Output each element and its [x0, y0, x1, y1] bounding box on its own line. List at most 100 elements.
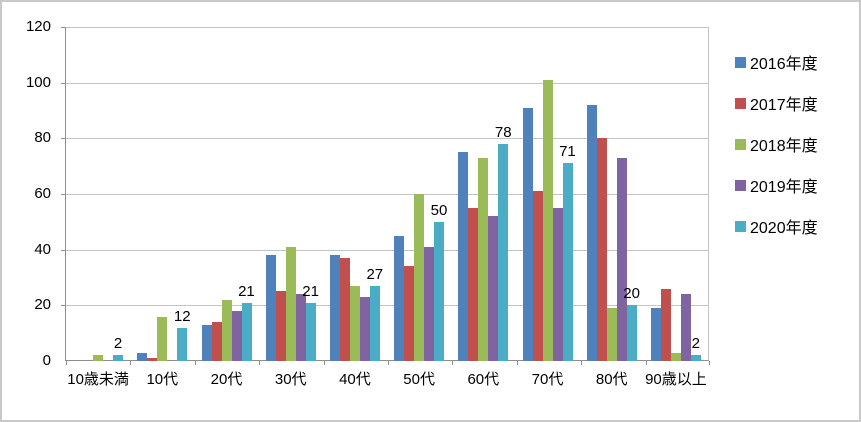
legend-item: 2020年度: [735, 218, 818, 237]
bar: [275, 291, 286, 361]
bar: [285, 246, 296, 361]
x-axis-category-label: 50代: [403, 371, 435, 388]
category-group: 50 50代: [387, 27, 451, 388]
y-axis-tick: [61, 194, 65, 195]
bar: [616, 157, 627, 361]
gridline: [66, 82, 708, 84]
data-label: 21: [302, 282, 319, 300]
bar: [690, 355, 701, 361]
bar: [349, 285, 360, 361]
bar: [424, 246, 435, 361]
y-axis-tick-label: 40: [34, 240, 51, 258]
category-group: 2 10歳未満: [66, 27, 130, 388]
gridline: [66, 249, 708, 251]
bar: [626, 305, 637, 361]
bar: [670, 352, 681, 361]
bar: [498, 143, 509, 361]
bar: [552, 207, 563, 361]
bar: [680, 294, 691, 361]
data-label: 2: [113, 335, 123, 353]
bar: [147, 358, 158, 361]
legend-item: 2018年度: [735, 136, 818, 155]
bar: [305, 302, 316, 361]
legend-swatch: [735, 138, 746, 150]
bar: [265, 255, 276, 361]
gridline: [66, 194, 708, 195]
bar: [157, 316, 168, 361]
x-axis-tick: [259, 361, 260, 365]
category-group: 20 80代: [580, 27, 644, 388]
bar: [596, 138, 607, 361]
x-axis-category-label: 20代: [210, 371, 243, 388]
bar: [137, 352, 148, 361]
bar: [231, 310, 242, 361]
legend-item: 2016年度: [735, 54, 818, 73]
y-axis-tick-label: 100: [25, 73, 51, 91]
legend-swatch: [735, 179, 746, 191]
y-axis-tick-label: 20: [34, 296, 51, 314]
bar: [414, 194, 425, 361]
bar: [404, 266, 415, 361]
data-label: 20: [623, 285, 640, 303]
bar: [606, 308, 617, 361]
bar: [113, 355, 124, 361]
bar: [542, 79, 553, 361]
legend-item: 2017年度: [735, 95, 818, 114]
y-axis-tick-label: 60: [34, 185, 51, 202]
bar: [339, 258, 350, 361]
legend-swatch: [735, 56, 746, 68]
category-group: 21 20代: [194, 27, 258, 388]
y-axis-tick: [61, 138, 65, 140]
x-axis-category-label: 40代: [339, 371, 371, 388]
x-axis-category-label: 90歳以上: [645, 371, 707, 388]
data-label: 71: [559, 143, 576, 161]
y-axis-tick-label: 80: [34, 129, 51, 147]
legend-label: 2016年度: [750, 56, 818, 73]
legend-label: 2020年度: [750, 220, 818, 237]
bar: [369, 285, 380, 361]
y-axis-tick: [61, 82, 65, 84]
category-group: 71 70代: [515, 27, 579, 388]
bar: [394, 235, 405, 361]
data-label: 78: [494, 123, 512, 141]
legend-swatch: [735, 97, 746, 109]
x-axis-tick: [709, 361, 710, 365]
bar: [650, 308, 661, 361]
bar: [329, 255, 340, 361]
bar: [458, 152, 469, 361]
data-label: 50: [430, 201, 448, 219]
bar-groups: 2 10歳未満 12 10代 21 20代 21 30代 27 40代 50 50代 78 60代 71 70…: [66, 27, 708, 388]
y-axis-tick-label: 0: [42, 352, 51, 369]
bar: [93, 355, 104, 361]
bar: [295, 294, 306, 361]
bar: [211, 322, 222, 361]
legend-label: 2018年度: [750, 138, 818, 155]
bar: [478, 157, 489, 361]
x-axis-tick: [517, 361, 518, 365]
y-axis-tick: [61, 305, 65, 307]
bar: [221, 299, 232, 361]
x-axis-category-label: 60代: [467, 371, 500, 388]
data-label: 2: [691, 335, 700, 353]
legend-label: 2017年度: [750, 97, 818, 114]
legend-swatch: [735, 220, 746, 232]
category-group: 27 40代: [323, 27, 387, 388]
category-group: 2 90歳以上: [644, 27, 708, 388]
x-axis-category-label: 70代: [531, 371, 564, 388]
legend: 2016年度 2017年度 2018年度 2019年度 2020年度: [735, 54, 818, 259]
bar: [488, 216, 499, 361]
plot-area: 2 10歳未満 12 10代 21 20代 21 30代 27 40代 50 50代 78 60代 71 70…: [61, 27, 710, 388]
category-group: 12 10代: [130, 27, 194, 388]
bar: [434, 221, 445, 361]
bar: [468, 207, 479, 361]
bar: [201, 324, 212, 361]
gridline: [66, 27, 708, 28]
y-axis-tick: [61, 249, 65, 251]
x-axis-tick: [130, 361, 131, 365]
x-axis-tick: [646, 361, 647, 365]
gridline: [66, 305, 708, 307]
x-axis-category-label: 80代: [595, 371, 628, 388]
x-axis-tick: [452, 361, 453, 365]
bar: [177, 327, 188, 361]
